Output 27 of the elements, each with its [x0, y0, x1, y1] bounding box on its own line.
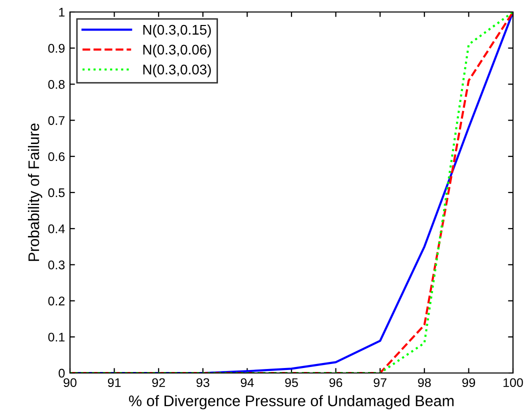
x-tick-label: 95 — [285, 378, 298, 388]
x-tick-label: 98 — [418, 378, 431, 388]
x-tick-label: 93 — [196, 378, 210, 388]
legend-label: N(0.3,0.06) — [143, 44, 211, 58]
x-tick-label: 99 — [462, 378, 476, 388]
legend-label: N(0.3,0.03) — [143, 64, 211, 78]
y-tick-label: 0.3 — [48, 260, 65, 270]
legend-label: N(0.3,0.15) — [143, 24, 211, 38]
y-tick-label: 0.2 — [48, 296, 65, 306]
x-tick-label: 100 — [504, 378, 523, 388]
y-tick-label: 0.8 — [48, 80, 65, 89]
y-tick-label: 0.9 — [48, 44, 65, 53]
x-tick-label: 90 — [64, 378, 76, 388]
x-tick-label: 92 — [152, 378, 165, 388]
y-tick-label: 0 — [58, 368, 65, 378]
y-tick-label: 0.6 — [48, 152, 65, 162]
x-tick-label: 97 — [374, 378, 386, 388]
y-tick-label: 1 — [59, 8, 65, 17]
x-tick-label: 91 — [108, 378, 121, 388]
y-tick-label: 0.7 — [48, 116, 65, 125]
x-axis-title: % of Divergence Pressure of Undamaged Beam — [129, 395, 454, 410]
y-tick-label: 0.4 — [48, 224, 65, 234]
x-tick-label: 96 — [329, 378, 342, 388]
x-tick-label: 94 — [240, 378, 254, 388]
y-tick-label: 0.1 — [48, 332, 65, 342]
y-axis-title: Probability of Failure — [28, 124, 42, 261]
y-tick-label: 0.5 — [48, 188, 65, 198]
